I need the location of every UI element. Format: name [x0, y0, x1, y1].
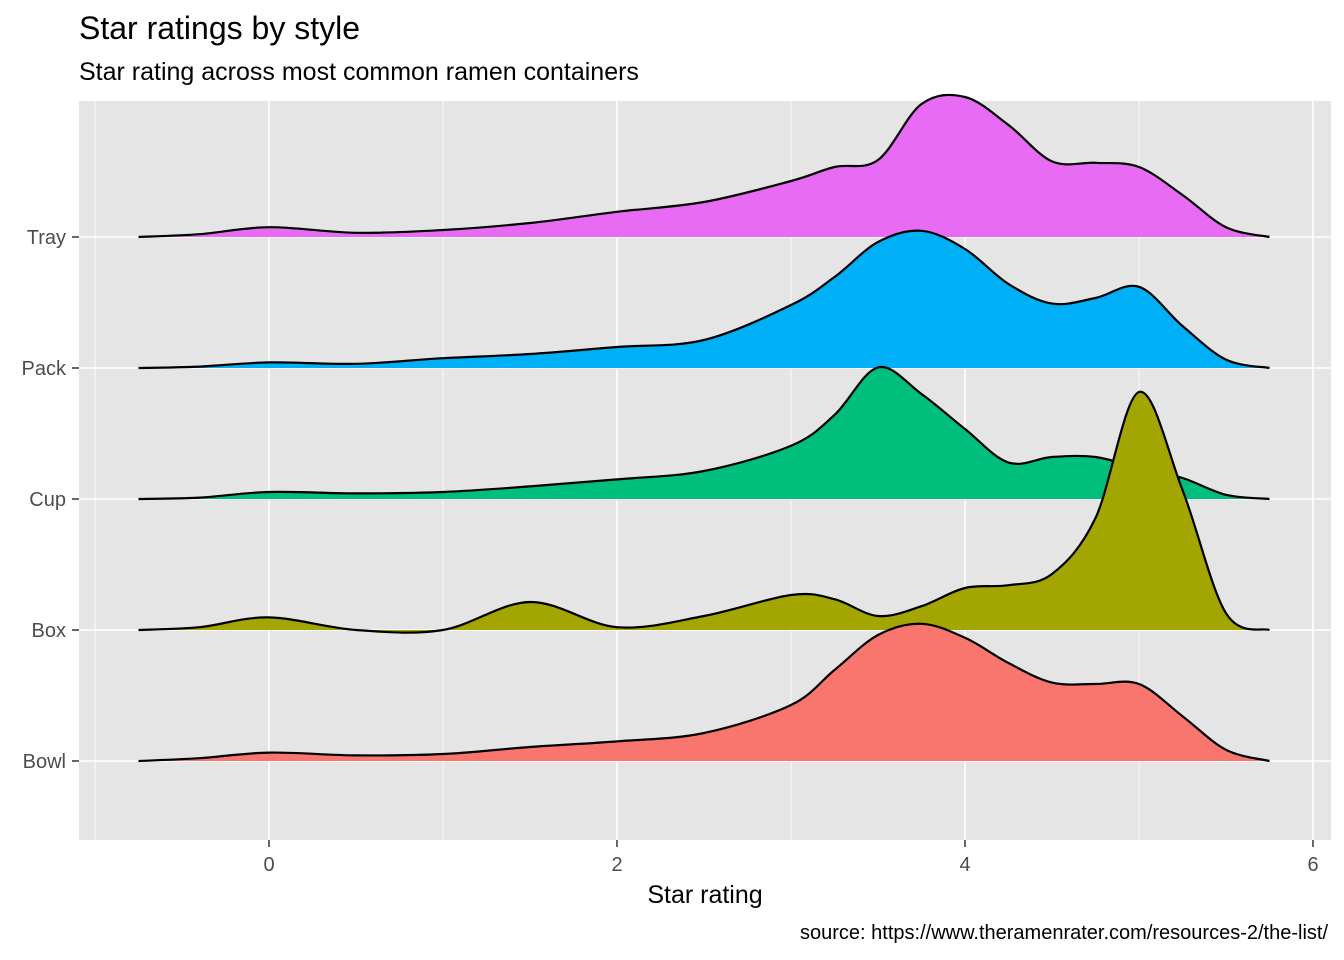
x-tick-label-6: 6 — [1307, 854, 1318, 876]
x-tick-label-2: 2 — [611, 854, 622, 876]
ridge-outline-tray — [138, 93, 1270, 239]
chart-title: Star ratings by style — [79, 10, 360, 46]
y-tick-label-box: Box — [32, 620, 66, 642]
ridge-outline-box — [138, 390, 1270, 634]
ridge-fill-bowl — [138, 623, 1270, 761]
ridge-box — [138, 390, 1270, 634]
y-tick-label-cup: Cup — [29, 489, 66, 511]
axes: Bowl Box Cup Pack Tray 0 2 4 6 — [22, 227, 1319, 876]
x-tick-label-4: 4 — [959, 854, 970, 876]
ridge-pack — [138, 229, 1270, 370]
y-tick-label-pack: Pack — [22, 358, 67, 380]
ridge-fill-cup — [138, 366, 1270, 499]
ridge-tray — [138, 93, 1270, 239]
ridge-fill-pack — [138, 230, 1270, 368]
ridge-bowl — [138, 622, 1270, 763]
chart-subtitle: Star rating across most common ramen con… — [79, 58, 639, 86]
x-tick-label-0: 0 — [263, 854, 274, 876]
ridges — [138, 93, 1270, 763]
y-tick-label-tray: Tray — [27, 227, 66, 249]
ridge-outline-pack — [138, 229, 1270, 370]
x-axis-title: Star rating — [647, 881, 762, 909]
ridge-outline-bowl — [138, 622, 1270, 763]
ridge-fill-tray — [138, 94, 1270, 237]
y-tick-label-bowl: Bowl — [23, 751, 66, 773]
chart-caption: source: https://www.theramenrater.com/re… — [800, 922, 1328, 944]
